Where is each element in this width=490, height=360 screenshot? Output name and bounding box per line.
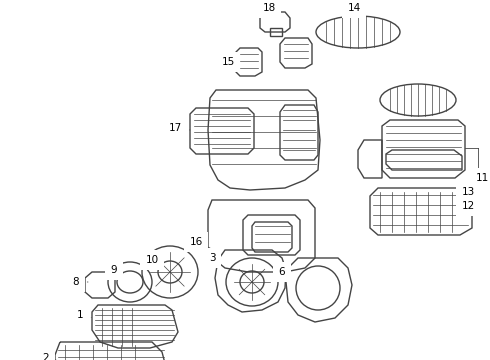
Text: 9: 9 <box>111 265 118 275</box>
Text: 17: 17 <box>169 123 190 133</box>
Text: 8: 8 <box>73 277 88 287</box>
Text: 7: 7 <box>0 359 1 360</box>
Text: 10: 10 <box>146 255 159 265</box>
Text: 14: 14 <box>347 3 361 13</box>
Text: 4: 4 <box>0 359 1 360</box>
Text: 2: 2 <box>43 353 56 360</box>
Text: 18: 18 <box>262 3 275 13</box>
Text: 12: 12 <box>462 201 475 211</box>
Text: 15: 15 <box>221 57 235 67</box>
Text: 5: 5 <box>0 359 1 360</box>
Text: 13: 13 <box>462 187 475 197</box>
Text: 3: 3 <box>209 253 218 263</box>
Text: 1: 1 <box>77 310 91 320</box>
Text: 11: 11 <box>475 173 489 183</box>
Text: 6: 6 <box>279 267 286 277</box>
Text: 16: 16 <box>189 237 210 248</box>
Bar <box>270 28 282 36</box>
